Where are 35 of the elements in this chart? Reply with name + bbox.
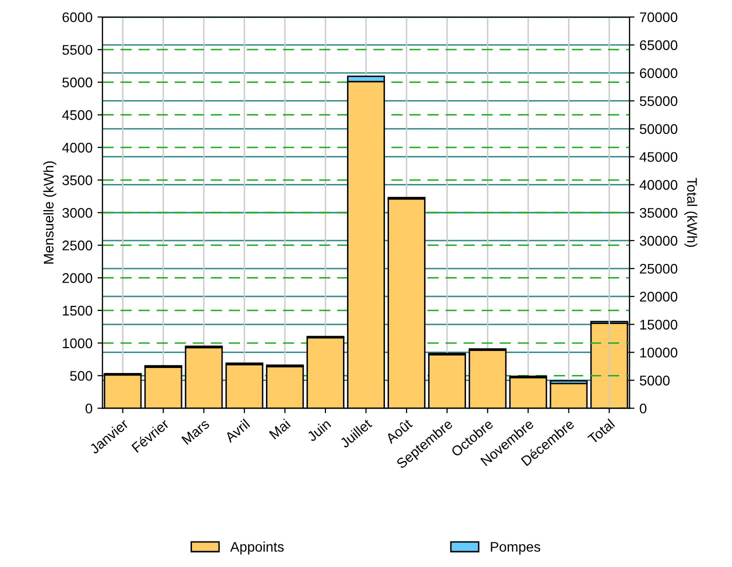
y2-tick-label: 0 [640,404,646,414]
y2-tick-label: 70000 [640,12,678,22]
y2-tick-label: 10000 [640,348,678,358]
y-tick-label: 4000 [62,142,92,153]
y2-tick-label: 5000 [640,376,670,386]
y-tick-label: 2500 [62,240,92,250]
y2-tick-label: 20000 [640,292,678,302]
y-tick-label: 5000 [62,78,92,88]
y2-axis-title: Total (kWh) [684,178,698,247]
y2-tick-label: 50000 [640,124,678,134]
y2-tick-label: 40000 [640,180,678,190]
y2-tick-label: 55000 [640,96,678,106]
y-tick-label: 1000 [62,338,92,348]
y-tick-label: 3000 [62,208,92,218]
legend-label: Appoints [230,542,284,554]
y-tick-label: 6000 [62,12,92,22]
y2-tick-label: 65000 [640,40,678,50]
y-tick-label: 2000 [62,273,92,283]
y2-tick-label: 30000 [640,236,678,246]
y-tick-label: 5500 [62,44,92,55]
y-tick-label: 3500 [62,175,92,186]
x-tick-label: Mai [268,418,291,440]
y-axis-title: Mensuelle (kWh) [43,161,56,264]
y-tick-label: 1500 [62,306,92,316]
y-tick-label: 4500 [62,110,92,120]
y2-tick-label: 15000 [640,320,678,330]
legend-label: Pompes [490,542,540,554]
y2-tick-label: 35000 [640,208,678,218]
y-tick-label: 0 [86,404,92,414]
x-tick-label: Juin [306,418,332,442]
x-tick-label: Total [587,418,616,444]
y2-tick-label: 45000 [640,152,678,162]
y2-tick-label: 60000 [640,68,678,78]
y2-tick-label: 25000 [640,264,678,274]
y-tick-label: 500 [70,370,92,381]
